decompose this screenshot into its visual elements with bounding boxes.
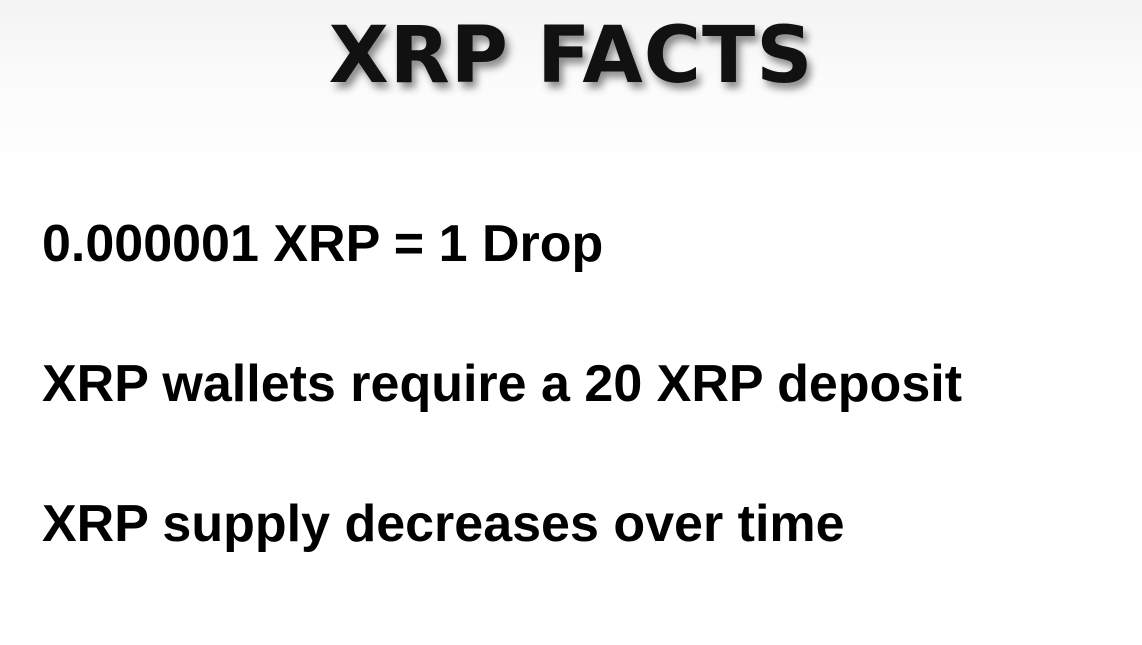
fact-drop-unit: 0.000001 XRP = 1 Drop xyxy=(42,214,603,274)
fact-supply-decrease: XRP supply decreases over time xyxy=(42,494,845,554)
slide-title: XRP FACTS xyxy=(0,6,1142,106)
fact-wallet-deposit: XRP wallets require a 20 XRP deposit xyxy=(42,354,962,414)
